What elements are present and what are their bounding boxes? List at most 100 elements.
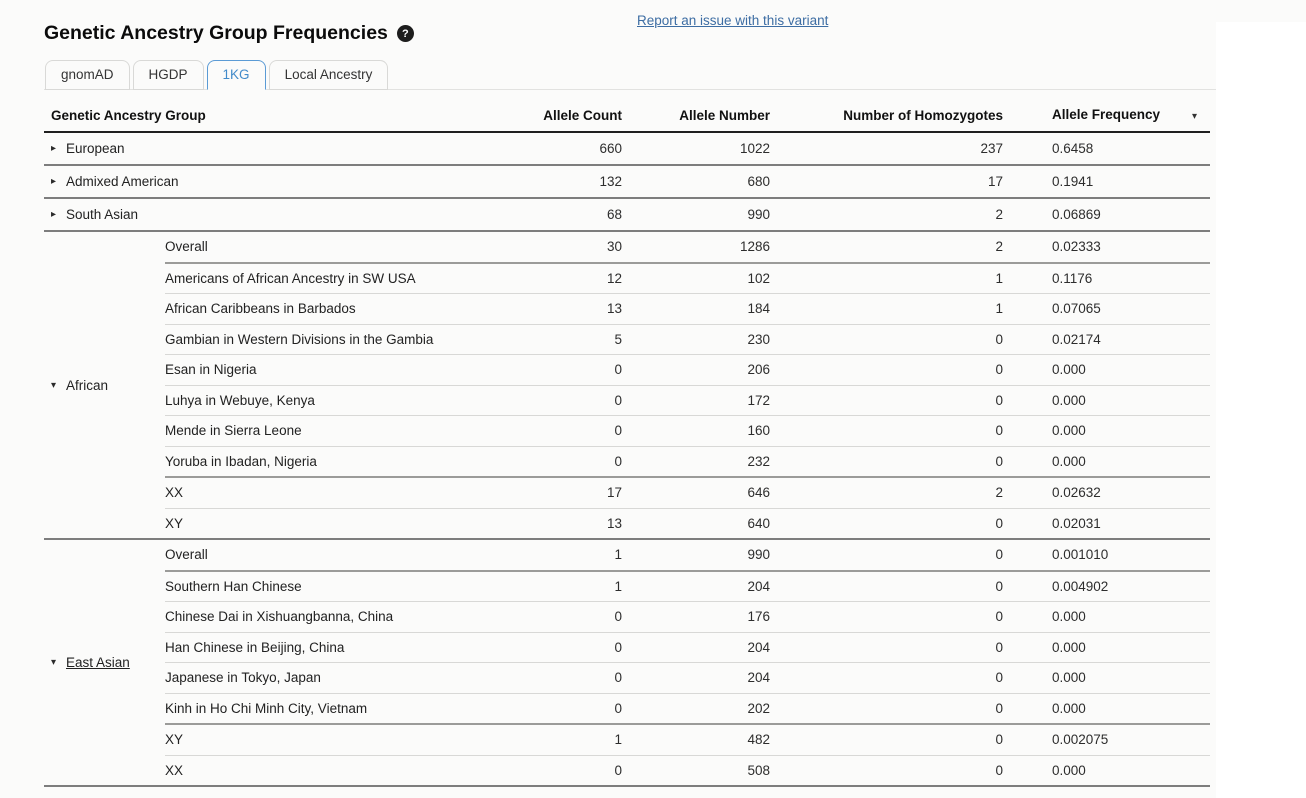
sub-row-kinh-in-ho-chi-minh-city-vietnam: Kinh in Ho Chi Minh City, Vietnam 0 202 0 0.…: [165, 694, 1210, 725]
table-header-row: Genetic Ancestry Group Allele Count Alle…: [44, 98, 1210, 133]
allele-count-value: 0: [614, 609, 622, 624]
homozygotes-value: 0: [995, 547, 1003, 562]
allele-count-value: 660: [599, 141, 622, 156]
allele-frequency-value: 0.02031: [1052, 515, 1101, 531]
allele-frequency-value: 0.06869: [1052, 207, 1101, 222]
tab-local-ancestry[interactable]: Local Ancestry: [268, 60, 389, 90]
homozygotes-value: 2: [995, 239, 1003, 254]
sub-population-label: Overall: [165, 239, 208, 254]
allele-number-value: 990: [747, 207, 770, 222]
column-header-allele-frequency: Allele Frequency ▾: [1003, 107, 1210, 123]
allele-number-value: 232: [747, 453, 770, 469]
collapsed-caret-icon[interactable]: ▸: [51, 143, 57, 154]
sub-row-xx: XX 0 508 0 0.000: [165, 756, 1210, 786]
expanded-caret-icon[interactable]: ▾: [51, 657, 57, 668]
allele-number-value: 1286: [739, 239, 770, 254]
sub-row-americans-of-african-ancestry-in-sw-usa: Americans of African Ancestry in SW USA 1…: [165, 264, 1210, 294]
homozygotes-value: 237: [980, 141, 1003, 156]
allele-frequency-value: 0.000: [1052, 423, 1086, 438]
allele-number-value: 1022: [739, 141, 770, 156]
sub-row-mende-in-sierra-leone: Mende in Sierra Leone 0 160 0 0.000: [165, 416, 1210, 447]
collapsed-caret-icon[interactable]: ▸: [51, 209, 57, 220]
sub-rows-east-asian: Overall 1 990 0 0.001010 Southern Han Chinese…: [165, 540, 1210, 785]
sub-population-label: XY: [165, 515, 184, 531]
sub-population-label: Japanese in Tokyo, Japan: [165, 670, 321, 685]
column-header-number-of-homozygotes: Number of Homozygotes: [843, 107, 1003, 123]
help-icon[interactable]: ?: [396, 25, 414, 42]
group-name-label: East Asian: [66, 655, 130, 670]
page-title: Genetic Ancestry Group Frequencies ?: [44, 22, 1260, 45]
sub-row-southern-han-chinese: Southern Han Chinese 1 204 0 0.004902: [165, 572, 1210, 602]
allele-frequency-value: 0.02333: [1052, 239, 1101, 254]
group-toggle-east-asian[interactable]: ▾ East Asian: [44, 540, 165, 785]
tab-gnomad[interactable]: gnomAD: [45, 60, 130, 90]
column-header-allele-number: Allele Number: [679, 107, 770, 123]
allele-count-value: 12: [606, 270, 622, 286]
allele-number-value: 184: [747, 301, 770, 316]
homozygotes-value: 0: [995, 700, 1003, 716]
group-row-european[interactable]: ▸ European 660 1022 237 0.6458: [44, 133, 1210, 166]
tab-1kg[interactable]: 1KG: [206, 60, 266, 90]
allele-frequency-value: 0.000: [1052, 362, 1086, 377]
expanded-caret-icon[interactable]: ▾: [51, 379, 57, 391]
sub-population-label: African Caribbeans in Barbados: [165, 301, 356, 316]
allele-number-value: 646: [747, 485, 770, 500]
sub-row-xy: XY 13 640 0 0.02031: [165, 509, 1210, 539]
allele-frequency-value: 0.000: [1052, 639, 1086, 655]
allele-frequency-value: 0.000: [1052, 700, 1086, 716]
collapsed-caret-icon[interactable]: ▸: [51, 176, 57, 187]
sub-row-overall: Overall 1 990 0 0.001010: [165, 540, 1210, 572]
group-name-label: African: [66, 377, 109, 393]
allele-count-value: 0: [614, 392, 622, 408]
allele-frequency-value: 0.1941: [1052, 174, 1094, 189]
allele-number-value: 680: [747, 174, 770, 189]
homozygotes-value: 0: [995, 331, 1003, 347]
allele-count-value: 0: [614, 639, 622, 655]
allele-number-value: 204: [747, 670, 770, 685]
allele-number-value: 206: [747, 362, 770, 377]
allele-count-value: 0: [614, 762, 622, 778]
sub-population-label: Luhya in Webuye, Kenya: [165, 392, 315, 408]
tab-hgdp[interactable]: HGDP: [132, 60, 204, 90]
allele-frequency-value: 0.1176: [1052, 270, 1093, 286]
group-name-label: South Asian: [66, 207, 139, 222]
sub-population-label: Overall: [165, 547, 208, 562]
allele-frequency-value: 0.07065: [1052, 301, 1101, 316]
allele-count-value: 1: [614, 578, 622, 594]
allele-frequency-value: 0.001010: [1052, 547, 1109, 562]
report-issue-link[interactable]: Report an issue with this variant: [637, 13, 829, 28]
allele-frequency-value: 0.000: [1052, 453, 1086, 469]
homozygotes-value: 0: [995, 515, 1003, 531]
allele-count-value: 17: [606, 485, 622, 500]
sub-population-label: Chinese Dai in Xishuangbanna, China: [165, 609, 394, 624]
allele-frequency-value: 0.6458: [1052, 141, 1094, 156]
allele-count-value: 0: [614, 670, 622, 685]
sub-row-esan-in-nigeria: Esan in Nigeria 0 206 0 0.000: [165, 355, 1210, 386]
allele-number-value: 204: [747, 578, 770, 594]
homozygotes-value: 0: [995, 639, 1003, 655]
allele-count-value: 0: [614, 423, 622, 438]
allele-count-value: 132: [599, 174, 622, 189]
group-name-label: European: [66, 141, 125, 156]
sub-row-african-caribbeans-in-barbados: African Caribbeans in Barbados 13 184 1 0.07…: [165, 294, 1210, 325]
group-row-south-asian[interactable]: ▸ South Asian 68 990 2 0.06869: [44, 199, 1210, 232]
sub-row-xy: XY 1 482 0 0.002075: [165, 725, 1210, 756]
homozygotes-value: 0: [995, 453, 1003, 469]
allele-number-value: 172: [747, 392, 770, 408]
column-header-allele-count: Allele Count: [543, 107, 622, 123]
sub-row-han-chinese-in-beijing-china: Han Chinese in Beijing, China 0 204 0 0.000: [165, 633, 1210, 663]
group-toggle-african[interactable]: ▾ African: [44, 232, 165, 538]
allele-count-value: 0: [614, 453, 622, 469]
allele-count-value: 0: [614, 362, 622, 377]
allele-frequency-value: 0.000: [1052, 762, 1086, 778]
allele-frequency-value: 0.002075: [1052, 732, 1109, 747]
sub-population-label: Han Chinese in Beijing, China: [165, 639, 345, 655]
homozygotes-value: 0: [995, 578, 1003, 594]
homozygotes-value: 0: [995, 362, 1003, 377]
allele-number-value: 102: [747, 270, 770, 286]
sub-population-label: Esan in Nigeria: [165, 362, 257, 377]
expanded-group-east-asian: ▾ East Asian Overall 1 990 0 0.001010 Southern …: [44, 540, 1210, 787]
group-row-admixed-american[interactable]: ▸ Admixed American 132 680 17 0.1941: [44, 166, 1210, 199]
sort-caret-icon[interactable]: ▾: [1186, 110, 1203, 123]
homozygotes-value: 0: [995, 609, 1003, 624]
